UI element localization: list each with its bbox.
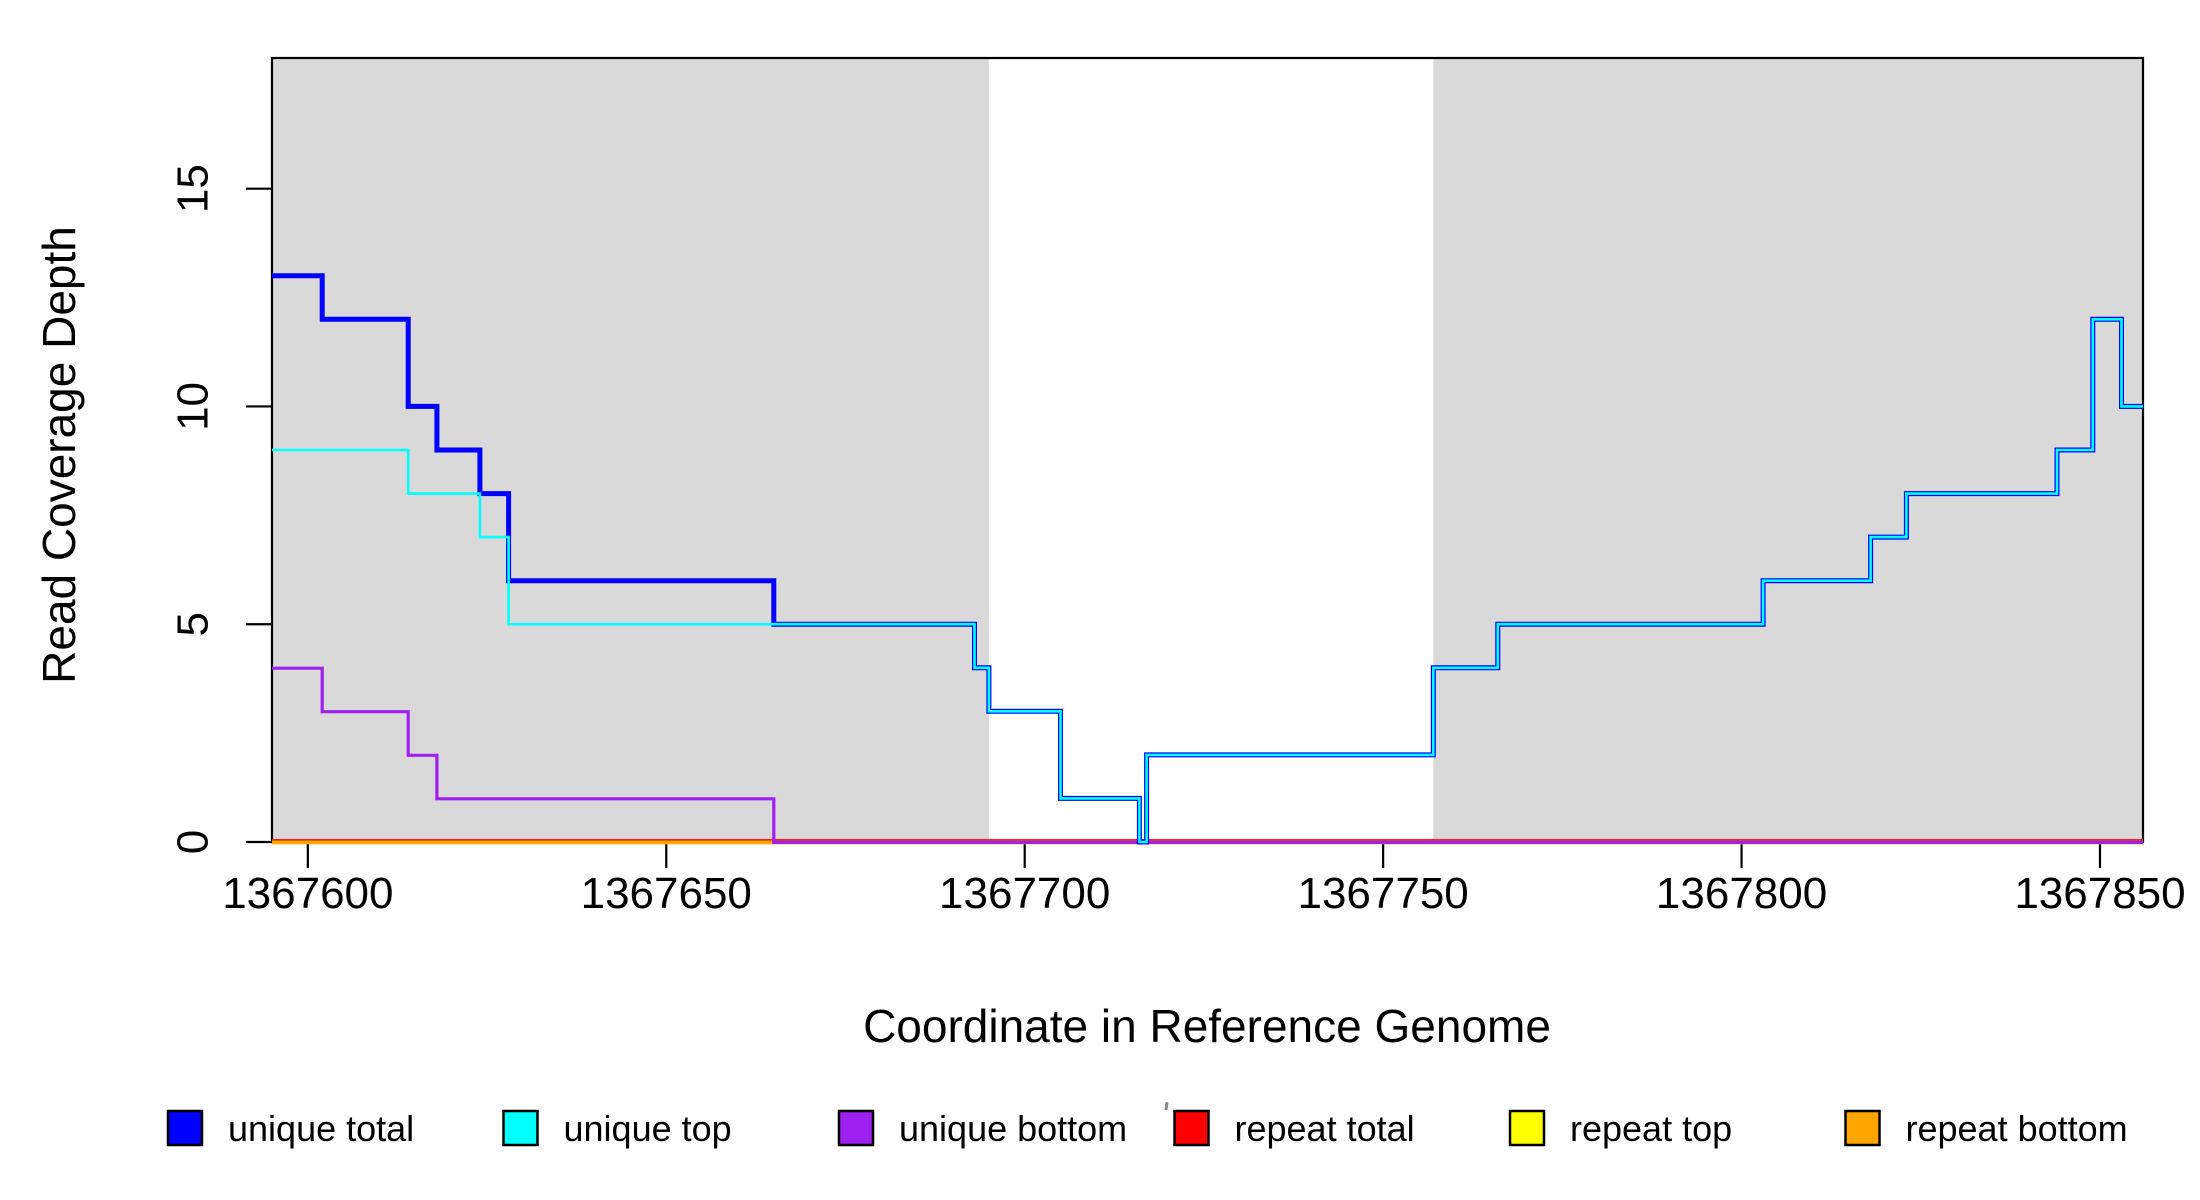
legend-swatch-repeat-total [1173, 1109, 1210, 1147]
legend-swatch-unique-total [166, 1109, 204, 1147]
legend-item: unique total [166, 1108, 414, 1149]
stray-mark [1164, 1101, 1169, 1111]
y-axis-tick-label: 0 [168, 830, 217, 854]
x-axis-tick-label: 1367600 [222, 869, 393, 918]
shaded-repeat-region [1433, 58, 2143, 842]
legend-label: repeat top [1570, 1108, 1732, 1149]
legend-item: repeat total [1173, 1108, 1415, 1149]
legend-swatch-unique-top [502, 1109, 539, 1147]
legend-item: repeat top [1508, 1108, 1732, 1149]
legend-label: repeat bottom [1906, 1108, 2128, 1149]
x-axis-tick-label: 1367650 [581, 869, 752, 918]
y-axis-tick-label: 15 [168, 164, 217, 213]
legend-label: repeat total [1235, 1108, 1415, 1149]
y-axis-tick-label: 5 [168, 612, 217, 636]
x-axis-tick-label: 1367750 [1297, 869, 1468, 918]
y-axis-tick-label: 10 [168, 382, 217, 431]
y-axis-title: Read Coverage Depth [33, 226, 85, 684]
x-axis-tick-label: 1367800 [1656, 869, 1827, 918]
series-line-unique-bottom [272, 666, 2143, 845]
legend-swatch-unique-bottom [837, 1109, 875, 1147]
legend-item: repeat bottom [1844, 1108, 2128, 1149]
x-axis-tick-label: 1367700 [939, 869, 1110, 918]
legend-swatch-repeat-bottom [1844, 1109, 1881, 1147]
legend-item: unique top [502, 1108, 732, 1149]
legend-label: unique total [228, 1108, 414, 1149]
legend-item: unique bottom [837, 1108, 1127, 1149]
series-line-unique-top [272, 318, 2143, 844]
x-axis-title: Coordinate in Reference Genome [863, 1000, 1551, 1052]
legend-label: unique top [564, 1108, 732, 1149]
legend-swatch-repeat-top [1508, 1109, 1546, 1147]
legend-label: unique bottom [899, 1108, 1127, 1149]
x-axis-tick-label: 1367850 [2014, 869, 2185, 918]
